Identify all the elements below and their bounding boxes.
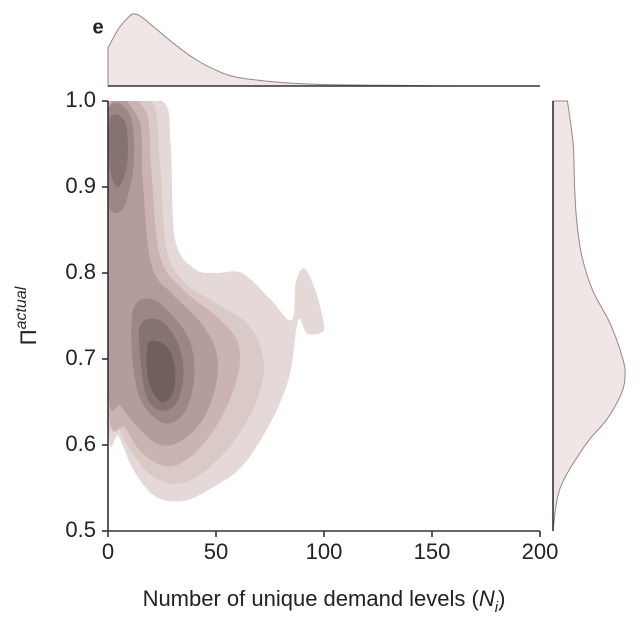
x-tick-label: 200 [522,539,559,564]
x-tick-label: 0 [102,539,114,564]
x-label-sub: i [495,599,499,616]
y-tick-label: 0.6 [65,431,96,456]
x-label-close: ) [498,586,505,611]
y-tick-label: 0.9 [65,173,96,198]
x-tick-label: 100 [306,539,343,564]
y-tick-label: 0.5 [65,517,96,542]
y-label-symbol: Π [16,329,41,345]
x-tick-label: 150 [414,539,451,564]
y-axis-label: Πactual [13,286,41,345]
x-axis-label: Number of unique demand levels (Ni) [143,586,506,617]
density-contour [108,114,128,188]
y-label-sup: actual [13,286,30,329]
x-label-text: Number of unique demand levels ( [143,586,480,611]
y-marginal-density [552,100,626,532]
y-tick-label: 1.0 [65,87,96,112]
density-contour [146,340,176,403]
y-tick-label: 0.8 [65,259,96,284]
x-tick-label: 50 [204,539,228,564]
x-label-var: N [479,586,495,611]
plot-area [108,101,325,502]
y-tick-label: 0.7 [65,345,96,370]
x-marginal-density [107,13,541,87]
panel-label: e [92,16,103,38]
